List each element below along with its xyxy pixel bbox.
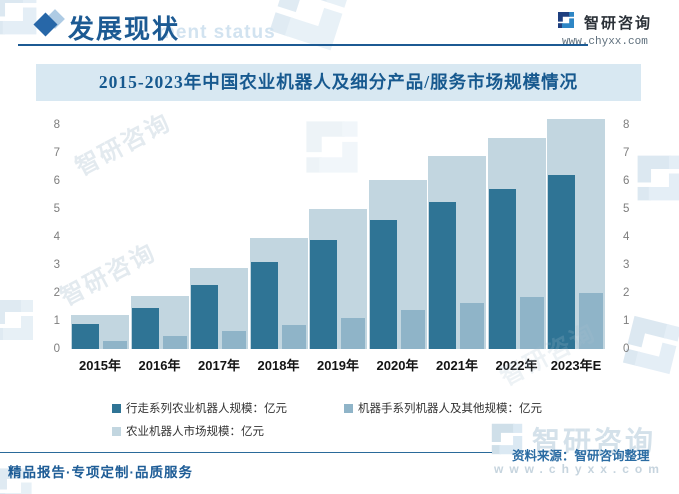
legend-label: 机器手系列机器人及其他规模：亿元 <box>358 403 542 415</box>
bar-robot-hand-series-2015年 <box>103 340 127 349</box>
y-tick-label: 3 <box>53 259 60 271</box>
legend-label: 行走系列农业机器人规模：亿元 <box>126 403 287 415</box>
bar-walking-series-2022年 <box>488 189 516 349</box>
y-tick-label: 8 <box>623 119 630 131</box>
bar-walking-series-2016年 <box>131 308 159 349</box>
y-tick-label: 1 <box>623 315 630 327</box>
bar-group-2022年: 2022年 <box>487 125 546 373</box>
bar-group-2019年: 2019年 <box>309 125 367 373</box>
legend-item-robot-hand-series: 机器手系列机器人及其他规模：亿元 <box>344 400 542 416</box>
legend-row: 行走系列农业机器人规模：亿元 机器手系列机器人及其他规模：亿元 <box>112 400 612 416</box>
y-tick-label: 6 <box>623 175 630 187</box>
x-axis-label: 2019年 <box>317 358 359 373</box>
bar-group-2017年: 2017年 <box>190 125 248 373</box>
y-tick-label: 2 <box>53 287 60 299</box>
bar-robot-hand-series-2018年 <box>281 325 306 349</box>
plot-area: 2015年 2016年 2017年 2018年 2019年 2020年 2021年 2022年… <box>71 119 605 373</box>
bar-group-2015年: 2015年 <box>71 125 129 373</box>
bar-group-2023年E: 2023年E <box>547 119 605 373</box>
bar-walking-series-2023年E <box>548 175 575 349</box>
bar-robot-hand-series-2017年 <box>222 330 246 349</box>
chart-legend: 行走系列农业机器人规模：亿元 机器手系列机器人及其他规模：亿元 农业机器人市场规… <box>112 400 612 446</box>
watermark-website: www.chyxx.com <box>494 462 665 476</box>
bar-group-2018年: 2018年 <box>249 125 308 373</box>
bar-group-2016年: 2016年 <box>130 125 189 373</box>
y-tick-label: 7 <box>53 147 60 159</box>
bar-walking-series-2019年 <box>310 239 337 349</box>
bar-robot-hand-series-2016年 <box>162 336 187 349</box>
y-tick-label: 4 <box>53 231 60 243</box>
brand-name: 智研咨询 <box>584 15 653 32</box>
bar-robot-hand-series-2021年 <box>460 302 484 349</box>
watermark-brand-name: 智研咨询 <box>532 426 657 457</box>
x-axis-label: 2021年 <box>436 358 478 373</box>
legend-row: 农业机器人市场规模：亿元 <box>112 423 612 439</box>
legend-item-walking-series: 行走系列农业机器人规模：亿元 <box>112 400 344 416</box>
bar-chart: 0 1 2 3 4 5 6 7 8 0 1 2 3 4 5 6 7 8 2015年 2016年 2017年 2018年… <box>36 108 643 380</box>
x-axis-label: 2020年 <box>376 358 419 373</box>
x-axis-label: 2023年E <box>550 358 602 373</box>
y-tick-label: 5 <box>53 203 60 215</box>
bar-walking-series-2021年 <box>429 202 456 349</box>
y-tick-label: 8 <box>53 119 60 131</box>
bar-walking-series-2020年 <box>369 220 397 349</box>
y-axis-left: 0 1 2 3 4 5 6 7 8 <box>36 119 64 355</box>
watermark-logo-icon <box>0 300 33 340</box>
x-axis-label: 2022年 <box>495 358 538 373</box>
legend-swatch-walking <box>112 403 121 413</box>
y-tick-label: 7 <box>623 147 630 159</box>
legend-swatch-total-market <box>112 426 121 436</box>
bar-robot-hand-series-2020年 <box>400 309 425 349</box>
chart-title: 2015-2023年中国农业机器人及细分产品/服务市场规模情况 <box>36 64 641 101</box>
y-tick-label: 2 <box>623 287 630 299</box>
legend-label: 农业机器人市场规模：亿元 <box>126 426 264 438</box>
bar-walking-series-2015年 <box>72 323 99 349</box>
bar-robot-hand-series-2022年 <box>519 297 544 349</box>
brand-block: 智研咨询 www.chyxx.com <box>556 8 678 50</box>
y-tick-label: 0 <box>623 343 630 355</box>
x-axis-label: 2017年 <box>198 358 240 373</box>
bar-group-2020年: 2020年 <box>368 125 427 373</box>
y-tick-label: 5 <box>623 203 630 215</box>
brand-logo-icon <box>558 12 574 28</box>
y-axis-right: 0 1 2 3 4 5 6 7 8 <box>619 119 643 355</box>
y-tick-label: 6 <box>53 175 60 187</box>
bar-group-2021年: 2021年 <box>428 125 486 373</box>
x-axis-label: 2016年 <box>138 358 181 373</box>
y-tick-label: 4 <box>623 231 630 243</box>
page-title: 发展现状 <box>68 15 181 44</box>
bar-walking-series-2017年 <box>191 284 218 349</box>
x-axis-label: 2018年 <box>257 358 300 373</box>
footer-divider <box>0 452 492 453</box>
bar-robot-hand-series-2019年 <box>341 318 365 349</box>
brand-website: www.chyxx.com <box>562 36 648 48</box>
bar-walking-series-2018年 <box>250 262 278 349</box>
header-subtitle-watermark: ment status <box>158 22 276 43</box>
data-source: 资料来源：智研咨询整理 <box>512 449 650 463</box>
y-tick-label: 1 <box>53 315 60 327</box>
x-axis-label: 2015年 <box>79 358 121 373</box>
y-tick-label: 0 <box>53 343 60 355</box>
bar-robot-hand-series-2023年E <box>579 293 603 349</box>
footer-services: 精品报告·专项定制·品质服务 <box>8 465 193 480</box>
watermark-logo-icon <box>0 0 37 35</box>
y-tick-label: 3 <box>623 259 630 271</box>
legend-swatch-robot-hand <box>344 403 353 413</box>
legend-item-total-market: 农业机器人市场规模：亿元 <box>112 423 264 439</box>
